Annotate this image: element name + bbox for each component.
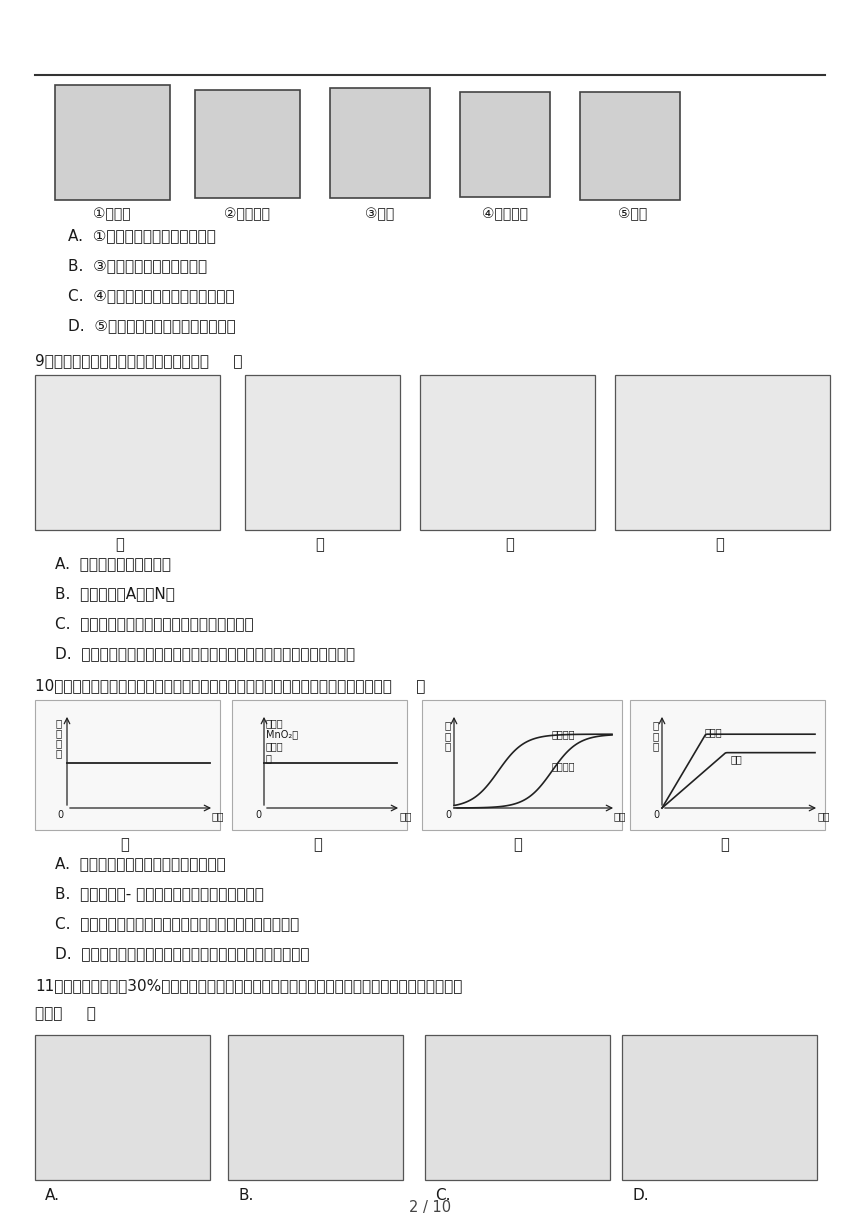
Text: C.: C. bbox=[435, 1188, 451, 1203]
Text: 分: 分 bbox=[56, 717, 62, 728]
Text: ③脱色: ③脱色 bbox=[366, 207, 395, 221]
Text: 0: 0 bbox=[255, 810, 261, 820]
Text: C.  图丙中白磷换成硫也能测定空气中氧气含量: C. 图丙中白磷换成硫也能测定空气中氧气含量 bbox=[55, 617, 254, 631]
Text: C.  ④中滴加碘液的目的是给叶片消毒: C. ④中滴加碘液的目的是给叶片消毒 bbox=[68, 288, 235, 303]
Text: 甲: 甲 bbox=[115, 537, 125, 552]
Text: 11．实验室若直接用30%的过氧化氢制取氧气，反应速率太快。为获得平稳的气流，下列装置能实现: 11．实验室若直接用30%的过氧化氢制取氧气，反应速率太快。为获得平稳的气流，下… bbox=[35, 978, 463, 993]
Text: C.  图丙：用等质量、等浓度的过氧化氢溶液分别制取氧气: C. 图丙：用等质量、等浓度的过氧化氢溶液分别制取氧气 bbox=[55, 916, 299, 931]
Text: 0: 0 bbox=[653, 810, 659, 820]
Text: A.: A. bbox=[45, 1188, 60, 1203]
Bar bbox=[228, 1035, 403, 1180]
Bar bbox=[580, 92, 680, 199]
Text: 个: 个 bbox=[56, 738, 62, 748]
Text: 丁: 丁 bbox=[721, 837, 729, 852]
Bar bbox=[615, 375, 830, 530]
Text: ②部分遮光: ②部分遮光 bbox=[224, 207, 270, 221]
Text: B.  图乙：加热- 定量氯酸钾和二氧化锰的混合物: B. 图乙：加热- 定量氯酸钾和二氧化锰的混合物 bbox=[55, 886, 264, 901]
Bar bbox=[35, 375, 220, 530]
Text: 的是（     ）: 的是（ ） bbox=[35, 1006, 95, 1021]
Bar bbox=[425, 1035, 610, 1180]
Bar bbox=[55, 85, 170, 199]
Text: 时间: 时间 bbox=[614, 811, 626, 821]
Text: 时间: 时间 bbox=[817, 811, 830, 821]
Text: A.  ①是为了证明光合作用需要光: A. ①是为了证明光合作用需要光 bbox=[68, 229, 216, 243]
Text: D.  ⑤中的现象证明光合作用产生淀粉: D. ⑤中的现象证明光合作用产生淀粉 bbox=[68, 319, 236, 333]
Text: 丁: 丁 bbox=[716, 537, 724, 552]
Bar bbox=[195, 90, 300, 198]
Text: D.  图丁中玻璃片粘在烧杯底部是因为氢氧化钡与氯化铵反应时放出热量: D. 图丁中玻璃片粘在烧杯底部是因为氢氧化钡与氯化铵反应时放出热量 bbox=[55, 646, 355, 662]
Text: 体
质
量: 体 质 量 bbox=[653, 720, 659, 751]
Text: D.  图丁：分别向等质量的大理石中加入足量的相同的稀盐酸: D. 图丁：分别向等质量的大理石中加入足量的相同的稀盐酸 bbox=[55, 946, 310, 961]
Text: B.: B. bbox=[238, 1188, 254, 1203]
Text: 无催化剂: 无催化剂 bbox=[552, 761, 575, 771]
Text: 10．读图识图是学习科学的重要手段。下列四个图像中能正确反映对应变化关系的是（     ）: 10．读图识图是学习科学的重要手段。下列四个图像中能正确反映对应变化关系的是（ … bbox=[35, 679, 426, 693]
Bar bbox=[420, 375, 595, 530]
Text: 9．如图所示实验中，以下说法正确的是（     ）: 9．如图所示实验中，以下说法正确的是（ ） bbox=[35, 353, 243, 368]
Text: 丙: 丙 bbox=[506, 537, 514, 552]
Text: 0: 0 bbox=[445, 810, 451, 820]
Bar bbox=[422, 700, 622, 831]
Bar bbox=[245, 375, 400, 530]
Bar bbox=[622, 1035, 817, 1180]
Text: B.  图乙中钢棒A端为N极: B. 图乙中钢棒A端为N极 bbox=[55, 586, 175, 601]
Bar bbox=[35, 700, 220, 831]
Text: 0: 0 bbox=[58, 810, 64, 820]
Text: 乙: 乙 bbox=[314, 837, 322, 852]
Bar bbox=[630, 700, 825, 831]
Text: ④滴加碘液: ④滴加碘液 bbox=[482, 207, 528, 221]
Bar bbox=[460, 92, 550, 197]
Text: A.  图甲所示模拟吸气运动: A. 图甲所示模拟吸气运动 bbox=[55, 556, 171, 572]
Text: 甲: 甲 bbox=[120, 837, 129, 852]
Text: ①暗处理: ①暗处理 bbox=[93, 207, 131, 221]
Text: 粉末状: 粉末状 bbox=[705, 727, 722, 737]
Text: D.: D. bbox=[632, 1188, 648, 1203]
Text: A.  图甲：氢气和氧气在密闭容器中燃烧: A. 图甲：氢气和氧气在密闭容器中燃烧 bbox=[55, 856, 225, 871]
Bar bbox=[35, 1035, 210, 1180]
Text: B.  ③是为了提取叶片中叶绿素: B. ③是为了提取叶片中叶绿素 bbox=[68, 258, 207, 274]
Text: 丙: 丙 bbox=[513, 837, 522, 852]
Text: 数: 数 bbox=[56, 748, 62, 758]
Text: 子: 子 bbox=[56, 728, 62, 738]
Text: 乙: 乙 bbox=[316, 537, 324, 552]
Text: 固体中
MnO₂的
质量分
数: 固体中 MnO₂的 质量分 数 bbox=[266, 717, 298, 762]
Text: 有催化剂: 有催化剂 bbox=[552, 728, 575, 739]
Text: 时间: 时间 bbox=[212, 811, 224, 821]
Text: 2 / 10: 2 / 10 bbox=[409, 1200, 451, 1215]
Text: 时间: 时间 bbox=[399, 811, 411, 821]
Bar bbox=[330, 88, 430, 198]
Bar bbox=[232, 700, 407, 831]
Text: 氧
气
量: 氧 气 量 bbox=[445, 720, 451, 751]
Text: 块状: 块状 bbox=[731, 754, 742, 764]
Text: ⑤观察: ⑤观察 bbox=[618, 207, 648, 221]
